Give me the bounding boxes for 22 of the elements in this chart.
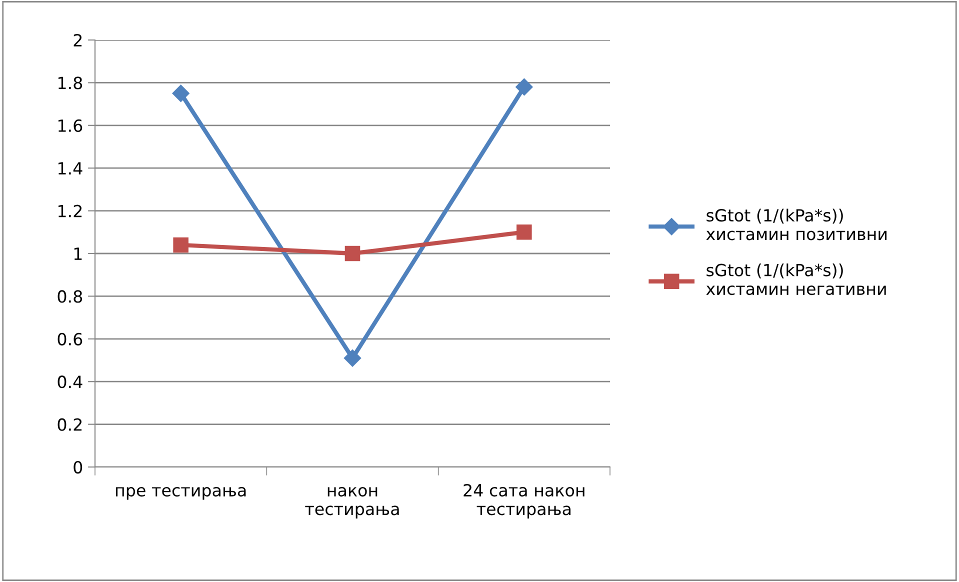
point (344, 350, 362, 367)
y-tick-label: 1.8 (58, 76, 82, 90)
y-tick-label: 0.8 (58, 290, 82, 303)
x-tick-label: након тестирања (305, 486, 399, 518)
y-tick-label: 0 (74, 460, 82, 474)
y-tick-label: 1.6 (58, 119, 82, 132)
point (516, 224, 532, 240)
y-tick-label: 1.4 (58, 162, 82, 174)
x-tick-label: 24 сата након тестирања (464, 484, 584, 518)
y-tick-label: 2 (74, 34, 82, 46)
legend-label: sGtot (1/(kPa*s)) хистамин негативни (706, 264, 886, 296)
y-tick-label: 1 (74, 248, 82, 260)
point (516, 78, 533, 96)
legend-label: sGtot (1/(kPa*s)) хистамин позитивни (706, 208, 886, 240)
point (173, 237, 188, 253)
y-tick-label: 0.4 (58, 376, 82, 388)
point (172, 84, 190, 102)
x-tick-label: пре тестирања (116, 486, 246, 500)
y-tick-label: 1.2 (58, 204, 82, 218)
point (344, 246, 360, 262)
y-tick-label: 0.2 (58, 418, 82, 431)
y-tick-label: 0.6 (58, 332, 82, 346)
